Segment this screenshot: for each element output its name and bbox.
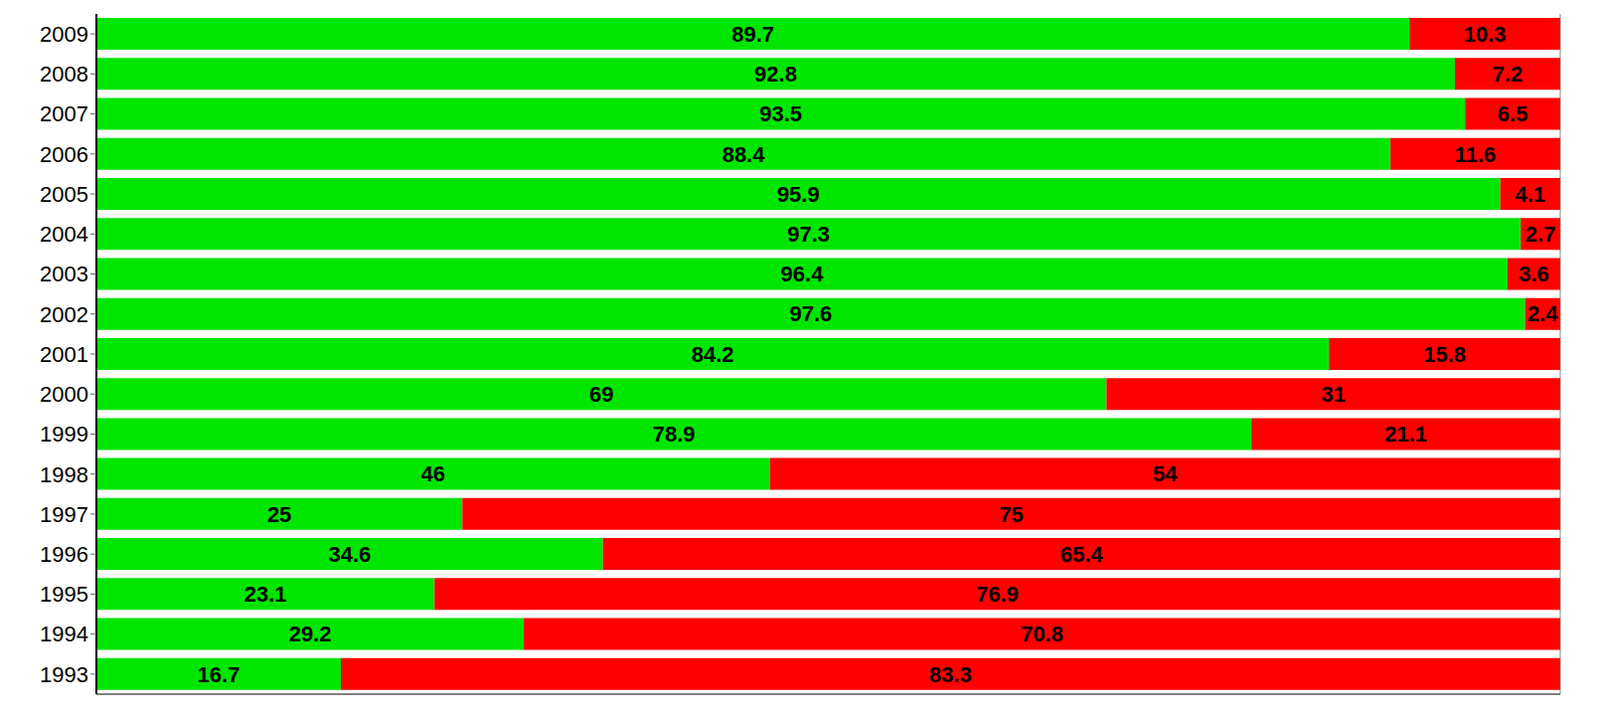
svg-text:2005: 2005	[39, 181, 89, 207]
svg-text:6.5: 6.5	[1497, 101, 1529, 127]
svg-text:23.1: 23.1	[244, 581, 288, 607]
svg-text:2.4: 2.4	[1527, 301, 1559, 326]
svg-text:97.6: 97.6	[789, 301, 832, 326]
svg-text:2006: 2006	[39, 142, 89, 167]
svg-text:95.9: 95.9	[777, 181, 820, 207]
svg-text:54: 54	[1152, 461, 1178, 486]
svg-text:96.4: 96.4	[781, 261, 825, 287]
svg-text:2009: 2009	[39, 21, 89, 47]
svg-text:1993: 1993	[39, 661, 89, 687]
svg-text:78.9: 78.9	[652, 421, 696, 447]
svg-text:11.6: 11.6	[1454, 142, 1497, 167]
svg-text:2.7: 2.7	[1525, 221, 1557, 247]
svg-text:1996: 1996	[39, 541, 89, 567]
svg-text:1995: 1995	[39, 581, 89, 607]
svg-text:15.8: 15.8	[1423, 341, 1466, 367]
svg-text:31: 31	[1320, 381, 1345, 407]
svg-text:29.2: 29.2	[289, 621, 332, 646]
svg-text:69: 69	[589, 381, 614, 407]
svg-text:1997: 1997	[39, 501, 89, 527]
svg-text:1999: 1999	[39, 421, 89, 447]
svg-text:89.7: 89.7	[731, 21, 775, 47]
svg-text:97.3: 97.3	[787, 221, 830, 247]
svg-text:70.8: 70.8	[1020, 621, 1064, 646]
svg-text:2001: 2001	[39, 341, 89, 367]
svg-text:76.9: 76.9	[975, 581, 1019, 607]
svg-text:1998: 1998	[39, 462, 89, 487]
svg-text:25: 25	[267, 501, 292, 527]
svg-text:46: 46	[421, 461, 446, 486]
svg-text:7.2: 7.2	[1492, 61, 1524, 87]
svg-text:2004: 2004	[39, 221, 89, 247]
svg-text:1994: 1994	[39, 621, 89, 646]
svg-text:88.4: 88.4	[722, 142, 767, 167]
svg-text:2000: 2000	[39, 381, 89, 407]
svg-text:10.3: 10.3	[1463, 21, 1507, 47]
svg-text:75: 75	[998, 501, 1023, 527]
svg-text:2008: 2008	[39, 61, 89, 87]
svg-text:2007: 2007	[39, 101, 89, 127]
svg-text:3.6: 3.6	[1518, 261, 1550, 287]
svg-text:92.8: 92.8	[754, 61, 798, 87]
svg-text:93.5: 93.5	[759, 101, 802, 127]
svg-text:4.1: 4.1	[1515, 181, 1547, 207]
svg-text:84.2: 84.2	[691, 341, 735, 367]
svg-text:2002: 2002	[39, 302, 89, 327]
svg-text:2003: 2003	[39, 261, 89, 287]
svg-text:65.4: 65.4	[1060, 541, 1105, 567]
svg-text:83.3: 83.3	[929, 661, 972, 687]
svg-text:16.7: 16.7	[197, 661, 241, 687]
svg-text:21.1: 21.1	[1384, 421, 1428, 447]
svg-text:34.6: 34.6	[327, 541, 371, 567]
